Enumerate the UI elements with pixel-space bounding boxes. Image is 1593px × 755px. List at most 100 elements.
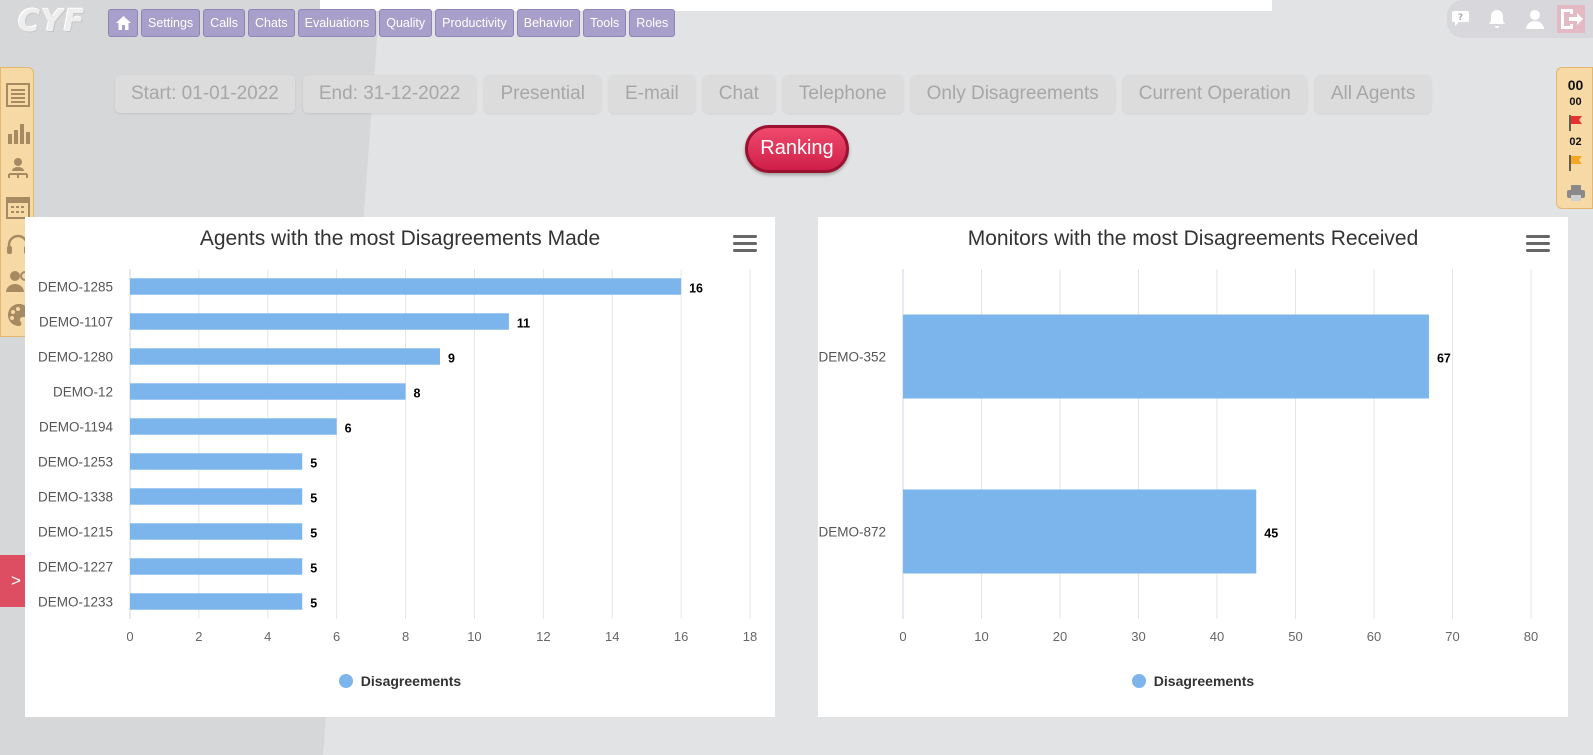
user-icon[interactable] (1523, 7, 1547, 31)
bar (130, 593, 303, 610)
help-chat-icon[interactable]: ? (1451, 7, 1475, 31)
data-label: 6 (345, 422, 352, 436)
chart-menu-button[interactable] (1526, 235, 1550, 255)
print-icon[interactable] (1566, 184, 1586, 202)
data-label: 5 (310, 562, 317, 576)
counter-orange: 02 (1569, 136, 1582, 148)
x-tick-label: 4 (264, 629, 271, 644)
nav-roles[interactable]: Roles (629, 9, 676, 37)
bar (903, 489, 1257, 574)
filter-current-operation[interactable]: Current Operation (1122, 75, 1307, 113)
x-tick-label: 16 (674, 629, 688, 644)
home-button[interactable] (108, 9, 138, 37)
x-tick-label: 10 (974, 629, 988, 644)
category-label: DEMO-1253 (38, 455, 113, 470)
data-label: 9 (448, 352, 455, 366)
filter-telephone[interactable]: Telephone (782, 75, 903, 113)
x-tick-label: 2 (195, 629, 202, 644)
data-label: 45 (1264, 527, 1278, 541)
data-label: 5 (310, 527, 317, 541)
chart-legend[interactable]: Disagreements (818, 673, 1568, 689)
x-tick-label: 80 (1524, 629, 1538, 644)
data-label: 8 (414, 387, 421, 401)
legend-marker (338, 674, 353, 688)
logo: CYF (18, 4, 86, 39)
nav-tools[interactable]: Tools (583, 9, 627, 37)
bar (130, 313, 509, 330)
filter-end-date[interactable]: End: 31-12-2022 (302, 75, 477, 113)
filter-email[interactable]: E-mail (608, 75, 695, 113)
agent-settings-icon[interactable] (5, 268, 31, 294)
chart-title: Monitors with the most Disagreements Rec… (967, 227, 1419, 250)
nav-productivity[interactable]: Productivity (435, 9, 514, 37)
main-nav: Settings Calls Chats Evaluations Quality… (108, 9, 676, 37)
filter-only-disagreements[interactable]: Only Disagreements (910, 75, 1115, 113)
category-label: DEMO-1227 (38, 560, 113, 575)
top-white-strip (320, 0, 1272, 11)
data-label: 67 (1437, 352, 1451, 366)
chart-legend[interactable]: Disagreements (25, 673, 775, 689)
nav-behavior[interactable]: Behavior (516, 9, 581, 37)
bar (130, 488, 303, 505)
bar (130, 418, 337, 435)
home-icon (115, 16, 131, 30)
monitors-disagreements-chart: 0 10 20 30 40 50 60 70 80 DEMO-352 67 DEMO-872 45 Mo… (818, 217, 1568, 717)
legend-label: Disagreements (360, 673, 462, 689)
data-label: 5 (310, 492, 317, 506)
x-tick-label: 30 (1131, 629, 1145, 644)
chart-title: Agents with the most Disagreements Made (199, 227, 601, 250)
bar (130, 383, 406, 400)
filter-presential[interactable]: Presential (484, 75, 601, 113)
calendar-icon[interactable] (5, 194, 31, 220)
list-icon[interactable] (5, 82, 31, 108)
category-label: DEMO-1280 (38, 350, 113, 365)
category-label: DEMO-1215 (38, 525, 113, 540)
x-tick-label: 6 (333, 629, 340, 644)
org-chart-icon[interactable] (5, 156, 31, 182)
ranking-button[interactable]: Ranking (745, 125, 849, 173)
filter-all-agents[interactable]: All Agents (1314, 75, 1432, 113)
nav-quality[interactable]: Quality (379, 9, 433, 37)
svg-text:?: ? (1458, 13, 1463, 23)
filter-chat[interactable]: Chat (702, 75, 775, 113)
filter-start-date[interactable]: Start: 01-01-2022 (115, 75, 295, 113)
agents-disagreements-chart: 0 2 4 6 8 10 12 14 16 18 DEMO-1285 16 DEMO-1107 11 DEM… (25, 217, 775, 717)
palette-icon[interactable] (5, 302, 31, 328)
nav-calls[interactable]: Calls (203, 9, 245, 37)
x-tick-label: 12 (536, 629, 550, 644)
category-label: DEMO-1107 (39, 315, 113, 330)
logout-icon[interactable] (1557, 5, 1585, 33)
category-label: DEMO-872 (818, 525, 886, 540)
red-flag-icon[interactable] (1567, 114, 1585, 132)
x-tick-label: 60 (1367, 629, 1381, 644)
orange-flag-icon[interactable] (1567, 154, 1585, 172)
counter-top: 00 (1567, 77, 1584, 93)
counter-red: 00 (1569, 96, 1582, 108)
legend-label: Disagreements (1153, 673, 1255, 689)
x-tick-label: 14 (605, 629, 619, 644)
category-label: DEMO-1285 (38, 280, 113, 295)
category-label: DEMO-1194 (39, 420, 114, 435)
category-label: DEMO-1338 (38, 490, 113, 505)
category-label: DEMO-352 (818, 350, 886, 365)
x-tick-label: 0 (899, 629, 906, 644)
bar-chart-icon[interactable] (5, 120, 31, 146)
x-tick-label: 40 (1210, 629, 1224, 644)
x-tick-label: 50 (1288, 629, 1302, 644)
x-tick-label: 10 (467, 629, 481, 644)
bar (903, 314, 1429, 399)
nav-chats[interactable]: Chats (247, 9, 295, 37)
chart-menu-button[interactable] (733, 235, 757, 255)
x-tick-label: 70 (1445, 629, 1459, 644)
bar (130, 278, 682, 295)
data-label: 11 (517, 317, 530, 331)
bell-icon[interactable] (1485, 7, 1509, 31)
x-tick-label: 8 (402, 629, 409, 644)
top-right-toolbar: ? (1447, 0, 1593, 38)
data-label: 5 (310, 597, 317, 611)
bar (130, 523, 303, 540)
nav-settings[interactable]: Settings (141, 9, 201, 37)
x-tick-label: 18 (743, 629, 757, 644)
nav-evaluations[interactable]: Evaluations (297, 9, 377, 37)
